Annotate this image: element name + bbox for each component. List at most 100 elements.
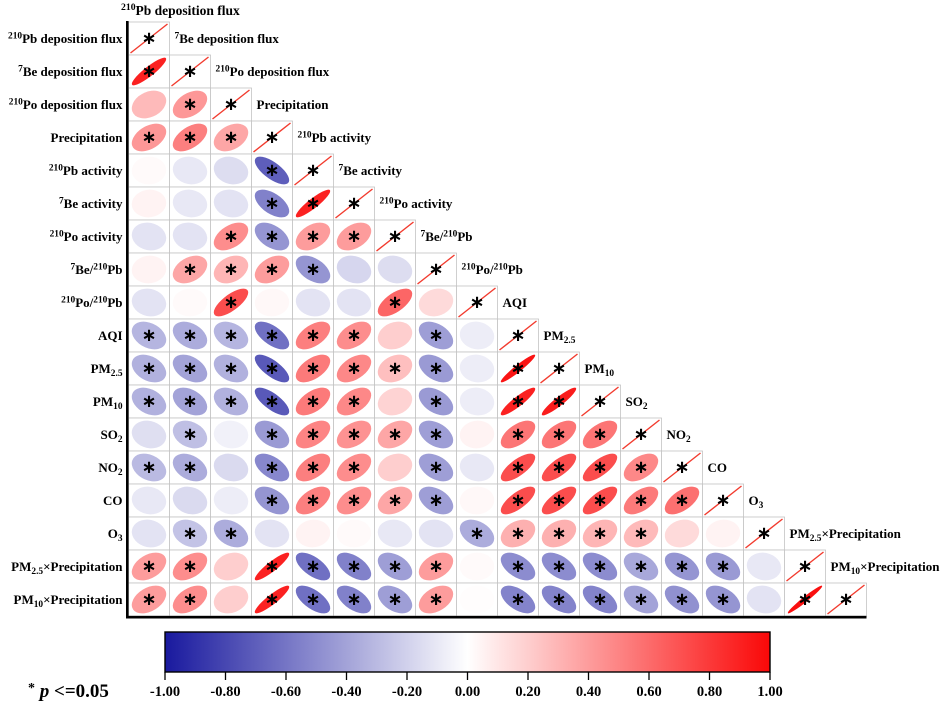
correlation-ellipse	[377, 552, 413, 581]
diagonal-unity-line	[212, 89, 250, 120]
significance-asterisk: ∗	[469, 292, 484, 313]
significance-asterisk: ∗	[428, 424, 443, 445]
correlation-ellipse	[172, 321, 208, 350]
significance-asterisk: ∗	[141, 325, 156, 346]
correlation-ellipse	[254, 189, 290, 218]
significance-asterisk: ∗	[182, 556, 197, 577]
correlation-ellipse	[295, 387, 331, 416]
correlation-ellipse	[336, 552, 372, 581]
correlation-ellipse	[254, 288, 290, 317]
label-segment: ×Precipitation	[821, 526, 901, 541]
correlation-ellipse	[377, 321, 413, 350]
correlation-ellipse	[336, 222, 372, 251]
significance-asterisk: ∗	[428, 259, 443, 280]
label-segment: 7	[18, 64, 23, 74]
label-segment: 2.5	[31, 567, 43, 577]
significance-asterisk: ∗	[428, 490, 443, 511]
correlation-ellipse	[131, 156, 167, 185]
label-segment: 3	[759, 501, 764, 511]
correlation-ellipse	[418, 387, 454, 416]
significance-asterisk: ∗	[838, 589, 853, 610]
correlation-ellipse	[172, 585, 208, 614]
significance-asterisk: ∗	[346, 490, 361, 511]
diagonal-unity-line	[745, 518, 783, 549]
correlation-ellipse	[213, 288, 249, 317]
row-label: PM10×Precipitation	[14, 592, 124, 610]
correlation-ellipse	[705, 585, 741, 614]
row-label: 210Pb activity	[49, 163, 123, 178]
correlation-ellipse	[213, 189, 249, 218]
colorbar-tick-label: -0.20	[392, 684, 422, 700]
correlation-ellipse	[541, 486, 577, 515]
correlation-ellipse	[295, 420, 331, 449]
significance-asterisk: ∗	[387, 358, 402, 379]
significance-asterisk: ∗	[510, 358, 525, 379]
row-label: CO	[103, 493, 123, 508]
significance-asterisk: ∗	[305, 259, 320, 280]
label-segment: Precipitation	[257, 97, 330, 112]
significance-asterisk: ∗	[592, 523, 607, 544]
label-segment: 10	[113, 402, 123, 412]
correlation-ellipse	[254, 387, 290, 416]
label-segment: 7	[71, 262, 76, 272]
significance-asterisk: ∗	[387, 424, 402, 445]
correlation-ellipse	[664, 519, 700, 548]
correlation-ellipse	[295, 585, 331, 614]
significance-asterisk: ∗	[592, 556, 607, 577]
correlation-ellipse	[664, 486, 700, 515]
correlation-ellipse	[418, 585, 454, 614]
label-segment: Po/	[75, 295, 93, 310]
correlation-ellipse	[377, 453, 413, 482]
correlation-ellipse	[172, 123, 208, 152]
row-label: O3	[108, 526, 123, 544]
label-segment: NO	[98, 460, 118, 475]
significance-asterisk: ∗	[182, 457, 197, 478]
row-label: Precipitation	[51, 130, 124, 145]
label-segment: 210	[462, 262, 476, 272]
correlation-ellipse	[172, 354, 208, 383]
significance-asterisk: ∗	[633, 490, 648, 511]
significance-asterisk: ∗	[141, 358, 156, 379]
label-segment: Be/	[425, 229, 443, 244]
diagonal-unity-line	[294, 155, 332, 186]
label-segment: 210	[49, 163, 63, 173]
label-segment: Po deposition flux	[23, 97, 123, 112]
significance-asterisk: ∗	[387, 490, 402, 511]
significance-asterisk: ∗	[264, 226, 279, 247]
column-label: PM2.5×Precipitation	[790, 526, 902, 544]
significance-asterisk: ∗	[182, 325, 197, 346]
column-label: 210Pb activity	[298, 130, 372, 145]
colorbar-tick-label: 0.20	[515, 684, 540, 700]
diagonal-unity-line	[827, 584, 865, 615]
significance-asterisk: ∗	[264, 325, 279, 346]
label-segment: 2	[643, 402, 648, 412]
significance-asterisk: ∗	[797, 589, 812, 610]
correlation-ellipse	[172, 156, 208, 185]
correlation-ellipse	[582, 552, 618, 581]
label-segment: PM	[831, 559, 851, 574]
correlation-ellipse	[377, 486, 413, 515]
significance-asterisk: ∗	[264, 193, 279, 214]
label-segment: Precipitation	[51, 130, 124, 145]
significance-asterisk: ∗	[305, 589, 320, 610]
diagonal-unity-line	[253, 122, 291, 153]
correlation-ellipse	[377, 585, 413, 614]
correlation-ellipse	[131, 420, 167, 449]
significance-asterisk: ∗	[223, 226, 238, 247]
correlation-ellipse	[295, 288, 331, 317]
correlation-ellipse	[500, 486, 536, 515]
label-segment: ×Precipitation	[43, 559, 123, 574]
significance-asterisk: ∗	[305, 391, 320, 412]
correlation-ellipse	[131, 519, 167, 548]
diagonal-unity-line	[417, 254, 455, 285]
label-segment: 210	[443, 229, 457, 239]
column-label: 210Pb deposition flux	[121, 2, 240, 18]
row-label: PM10	[93, 394, 123, 412]
correlation-ellipse	[377, 420, 413, 449]
correlation-ellipse	[131, 387, 167, 416]
significance-asterisk: ∗	[387, 556, 402, 577]
correlation-ellipse	[131, 57, 167, 86]
significance-asterisk: ∗	[141, 589, 156, 610]
label-segment: CO	[103, 493, 123, 508]
significance-asterisk: ∗	[223, 391, 238, 412]
